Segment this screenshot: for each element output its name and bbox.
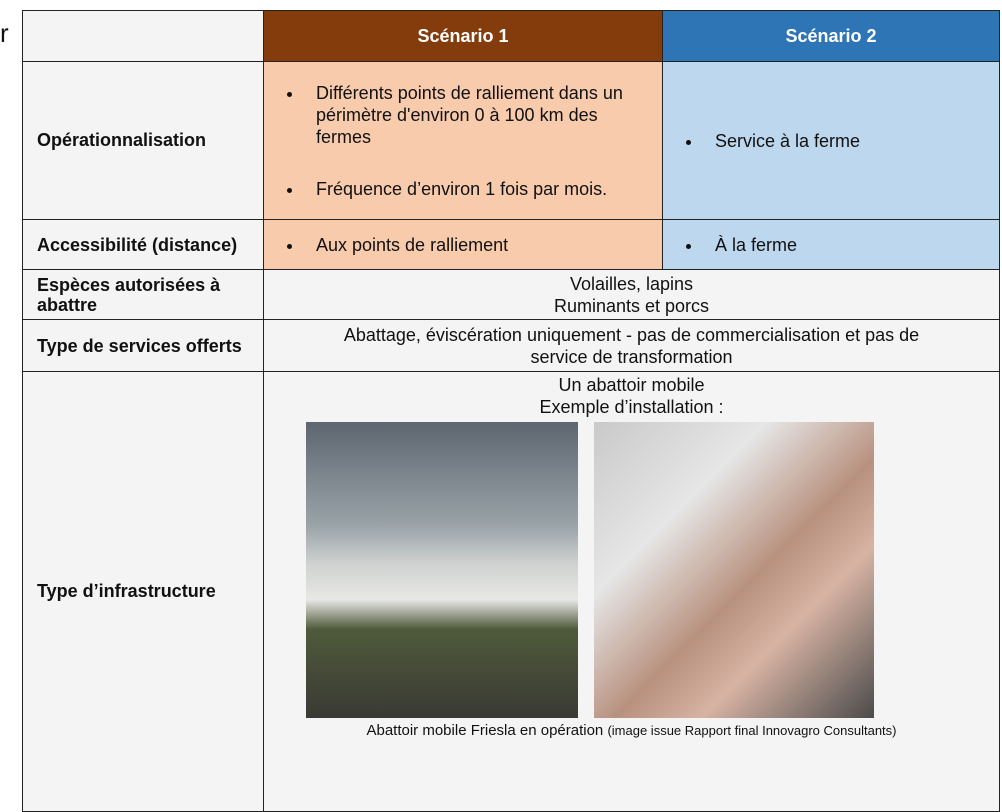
row-label: Type de services offerts [22, 319, 264, 372]
cell: À la ferme [662, 219, 1000, 270]
line: Un abattoir mobile [558, 375, 705, 395]
caption: Abattoir mobile Friesla en opération (im… [278, 722, 985, 740]
row: Accessibilité (distance) Aux points de r… [22, 219, 1000, 270]
row: Type d’infrastructure Un abattoir mobile… [22, 371, 1000, 812]
table: Scénario 1 Scénario 2 Opérationnalisatio… [22, 10, 1000, 812]
caption-note: (image issue Rapport final Innovagro Con… [607, 723, 897, 738]
line: Exemple d’installation : [539, 397, 724, 417]
row: Espèces autorisées à abattre Volailles, … [22, 269, 1000, 320]
row-label: Type d’infrastructure [22, 371, 264, 812]
merged-cell: Abattage, éviscération uniquement - pas … [263, 319, 1000, 372]
stray-text: r [0, 18, 9, 48]
header-cell: Scénario 2 [662, 10, 1000, 62]
row: Type de services offerts Abattage, évisc… [22, 319, 1000, 372]
bullet: Aux points de ralliement [304, 234, 648, 256]
photo-trailer [306, 422, 578, 718]
row-label: Espèces autorisées à abattre [22, 269, 264, 320]
cell: Service à la ferme [662, 61, 1000, 220]
photos [278, 422, 985, 722]
line: Abattage, éviscération uniquement - pas … [343, 324, 920, 367]
row: Opérationnalisation Différents points de… [22, 61, 1000, 220]
cell: Différents points de ralliement dans un … [263, 61, 663, 220]
bullet: Différents points de ralliement dans un … [304, 82, 648, 148]
line: Volailles, lapins [569, 273, 694, 294]
header-row: Scénario 1 Scénario 2 [22, 10, 1000, 62]
merged-cell: Un abattoir mobile Exemple d’installatio… [263, 371, 1000, 812]
row-label: Opérationnalisation [22, 61, 264, 220]
bullet: À la ferme [703, 234, 985, 256]
bullet: Service à la ferme [703, 130, 985, 152]
cell: Aux points de ralliement [263, 219, 663, 270]
row-label: Accessibilité (distance) [22, 219, 264, 270]
merged-cell: Volailles, lapins Ruminants et porcs [263, 269, 1000, 320]
caption-text: Abattoir mobile Friesla en opération [366, 722, 604, 739]
photo-interior [594, 422, 874, 718]
header-empty [22, 10, 264, 62]
bullet: Fréquence d’environ 1 fois par mois. [304, 178, 648, 200]
line: Ruminants et porcs [553, 295, 710, 316]
header-cell: Scénario 1 [263, 10, 663, 62]
